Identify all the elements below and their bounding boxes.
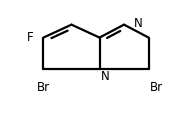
Text: N: N [134, 17, 142, 30]
Text: Br: Br [37, 81, 50, 94]
Text: Br: Br [150, 81, 163, 94]
Text: N: N [100, 70, 109, 83]
Text: F: F [27, 31, 34, 44]
